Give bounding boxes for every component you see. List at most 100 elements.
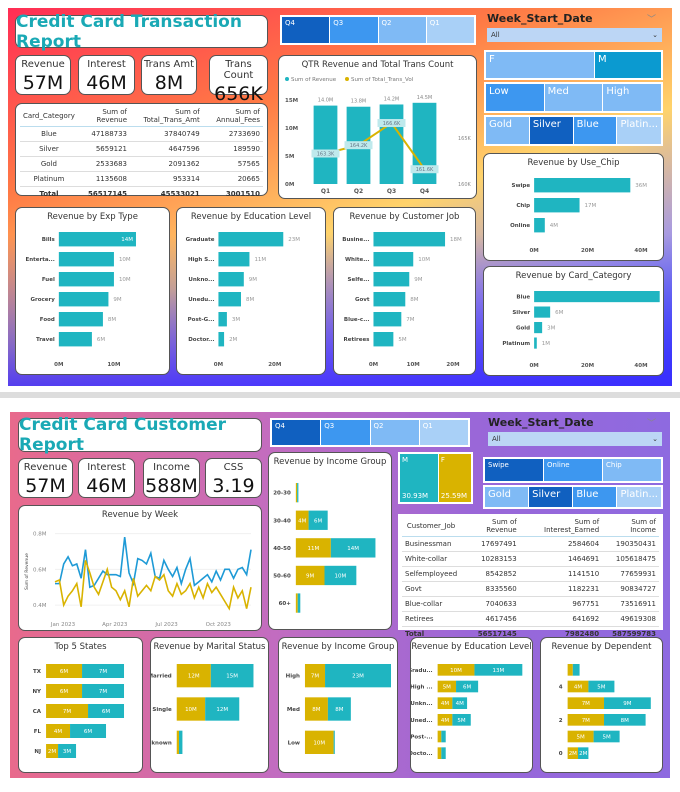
bar-segment[interactable] bbox=[46, 744, 59, 758]
bar-segment[interactable] bbox=[176, 664, 211, 688]
bar-segment[interactable] bbox=[572, 664, 580, 676]
slicer-option[interactable]: Silver bbox=[529, 117, 573, 144]
slicer-option[interactable]: Q1 bbox=[419, 420, 468, 445]
bar[interactable] bbox=[58, 272, 114, 287]
bar-segment[interactable] bbox=[437, 697, 453, 709]
bar[interactable] bbox=[218, 232, 284, 247]
bar-segment[interactable] bbox=[325, 664, 391, 688]
bar-segment[interactable] bbox=[567, 664, 573, 676]
bar[interactable] bbox=[534, 198, 580, 213]
bar[interactable] bbox=[58, 252, 114, 267]
bar-segment[interactable] bbox=[456, 680, 479, 693]
bar[interactable] bbox=[534, 178, 631, 193]
bar-segment[interactable] bbox=[295, 538, 331, 558]
bar[interactable] bbox=[58, 232, 136, 247]
bar-segment[interactable] bbox=[46, 684, 83, 698]
week-dropdown[interactable]: All ⌄ bbox=[487, 28, 662, 42]
bar-segment[interactable] bbox=[58, 744, 77, 758]
treemap-tile-f[interactable]: F 25.59M bbox=[438, 454, 471, 502]
bar[interactable] bbox=[373, 332, 394, 347]
bar[interactable] bbox=[218, 332, 225, 347]
bar-segment[interactable] bbox=[304, 697, 328, 721]
bar-segment[interactable] bbox=[295, 510, 309, 530]
bar-segment[interactable] bbox=[604, 714, 646, 726]
slicer-option[interactable]: Online bbox=[544, 459, 602, 481]
bar-segment[interactable] bbox=[330, 538, 376, 558]
slicer-option[interactable]: Silver bbox=[529, 487, 573, 507]
slicer-option[interactable]: Platin... bbox=[617, 487, 661, 507]
slicer-option[interactable]: High bbox=[603, 84, 662, 111]
bar-segment[interactable] bbox=[295, 483, 298, 503]
bar[interactable] bbox=[534, 322, 543, 334]
slicer-option[interactable]: Low bbox=[486, 84, 544, 111]
bar-segment[interactable] bbox=[474, 664, 523, 676]
bar[interactable] bbox=[218, 272, 244, 287]
bar-segment[interactable] bbox=[88, 704, 125, 718]
slicer-option[interactable]: Q1 bbox=[426, 17, 474, 43]
slicer-option[interactable]: Q4 bbox=[282, 17, 330, 43]
slicer-option[interactable]: Gold bbox=[486, 117, 529, 144]
bar-segment[interactable] bbox=[567, 680, 589, 693]
bar-segment[interactable] bbox=[295, 565, 325, 586]
bar-segment[interactable] bbox=[441, 730, 446, 743]
week-dropdown[interactable]: All ⌄ bbox=[488, 432, 662, 446]
bar-segment[interactable] bbox=[578, 747, 589, 759]
bar[interactable] bbox=[534, 291, 660, 303]
bar[interactable] bbox=[58, 332, 92, 347]
bar-segment[interactable] bbox=[588, 680, 615, 693]
bar-segment[interactable] bbox=[437, 664, 475, 676]
bar-segment[interactable] bbox=[567, 730, 594, 743]
bar-segment[interactable] bbox=[297, 483, 299, 503]
column-header[interactable]: Sum of Total_Trans_Amt bbox=[130, 106, 203, 127]
bar[interactable] bbox=[373, 292, 406, 307]
bar[interactable] bbox=[313, 105, 338, 184]
slicer-option[interactable]: Q3 bbox=[321, 420, 370, 445]
bar[interactable] bbox=[218, 292, 241, 307]
column-header[interactable]: Sum of Income bbox=[602, 516, 659, 537]
chevron-down-icon[interactable]: ﹀ bbox=[646, 15, 656, 25]
bar[interactable] bbox=[218, 312, 227, 327]
bar[interactable] bbox=[534, 306, 551, 318]
slicer-option[interactable]: Q2 bbox=[378, 17, 426, 43]
bar-segment[interactable] bbox=[604, 697, 651, 709]
slicer-option[interactable]: Platin... bbox=[617, 117, 661, 144]
treemap-tile-m[interactable]: M 30.93M bbox=[400, 454, 438, 502]
slicer-option[interactable]: Q3 bbox=[330, 17, 378, 43]
bar-segment[interactable] bbox=[437, 680, 457, 693]
bar-segment[interactable] bbox=[452, 714, 471, 726]
bar[interactable] bbox=[534, 218, 545, 233]
bar-segment[interactable] bbox=[46, 664, 83, 678]
bar-segment[interactable] bbox=[295, 593, 298, 613]
bar[interactable] bbox=[373, 272, 410, 287]
bar-segment[interactable] bbox=[82, 684, 125, 698]
column-header[interactable]: Customer_Job bbox=[402, 516, 461, 537]
column-header[interactable]: Sum of Interest_Earned bbox=[519, 516, 603, 537]
bar-segment[interactable] bbox=[567, 697, 605, 709]
bar[interactable] bbox=[534, 337, 537, 349]
bar[interactable] bbox=[58, 312, 103, 327]
slicer-option[interactable]: Swipe bbox=[485, 459, 543, 481]
bar-segment[interactable] bbox=[46, 724, 71, 738]
bar-segment[interactable] bbox=[297, 593, 301, 613]
slicer-option[interactable]: Blue bbox=[573, 487, 617, 507]
column-header[interactable]: Card_Category bbox=[20, 106, 78, 127]
slicer-option[interactable]: Chip bbox=[603, 459, 661, 481]
bar-segment[interactable] bbox=[205, 697, 240, 721]
bar-segment[interactable] bbox=[176, 730, 180, 754]
bar-segment[interactable] bbox=[179, 730, 183, 754]
bar-segment[interactable] bbox=[437, 747, 442, 759]
bar-segment[interactable] bbox=[210, 664, 254, 688]
slicer-option[interactable]: Med bbox=[544, 84, 603, 111]
bar-segment[interactable] bbox=[567, 747, 579, 759]
bar-segment[interactable] bbox=[441, 747, 446, 759]
bar-segment[interactable] bbox=[437, 730, 442, 743]
bar[interactable] bbox=[373, 252, 414, 267]
bar-segment[interactable] bbox=[176, 697, 206, 721]
bar-segment[interactable] bbox=[82, 664, 125, 678]
bar[interactable] bbox=[373, 312, 402, 327]
bar-segment[interactable] bbox=[437, 714, 453, 726]
bar-segment[interactable] bbox=[452, 697, 468, 709]
bar[interactable] bbox=[373, 232, 446, 247]
slicer-option[interactable]: F bbox=[486, 52, 594, 78]
bar-segment[interactable] bbox=[304, 664, 326, 688]
